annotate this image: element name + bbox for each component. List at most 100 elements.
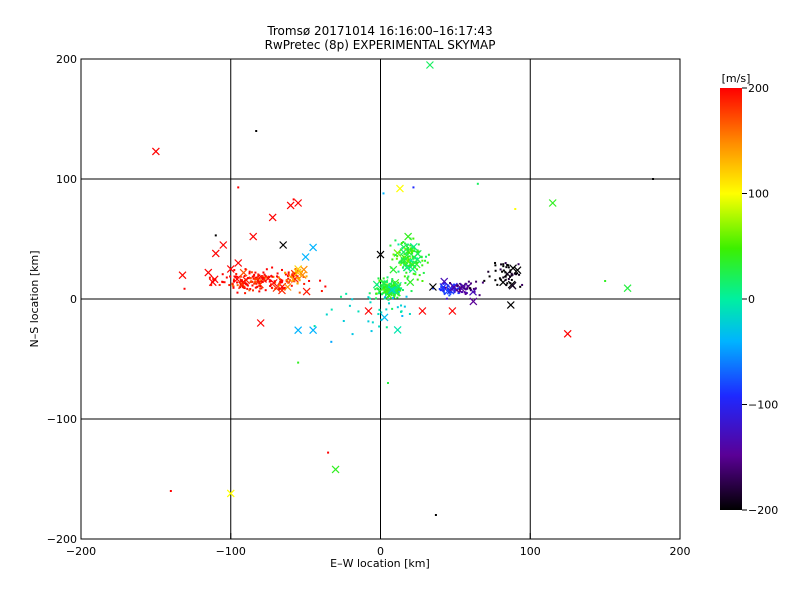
data-point-dot bbox=[255, 282, 258, 285]
data-point-dot bbox=[249, 277, 252, 280]
data-point-dot bbox=[274, 281, 277, 284]
data-point-x bbox=[513, 266, 522, 275]
data-point-dot bbox=[377, 277, 380, 280]
data-point-dot bbox=[412, 272, 415, 275]
data-point-dot bbox=[453, 283, 456, 286]
data-point-dot bbox=[244, 292, 247, 295]
data-point-dot bbox=[233, 278, 236, 281]
data-point-dot bbox=[400, 242, 403, 245]
data-point-dot bbox=[388, 302, 391, 305]
data-point-dot bbox=[368, 292, 371, 295]
data-point-dot bbox=[384, 290, 387, 293]
x-tick-label: 0 bbox=[377, 545, 384, 558]
data-point-dot bbox=[510, 278, 513, 281]
data-point-dot bbox=[504, 262, 507, 265]
data-point-dot bbox=[411, 260, 414, 263]
data-point-dot bbox=[473, 290, 476, 293]
data-point-dot bbox=[292, 198, 295, 201]
data-point-dot bbox=[293, 280, 296, 283]
data-point-dot bbox=[448, 288, 451, 291]
data-point-x bbox=[448, 307, 457, 315]
data-point-x bbox=[459, 282, 468, 291]
data-point-dot bbox=[262, 278, 265, 281]
data-point-x bbox=[388, 286, 396, 294]
data-point-x bbox=[331, 465, 340, 474]
data-point-dot bbox=[449, 282, 452, 285]
data-point-dot bbox=[521, 283, 524, 286]
data-point-dot bbox=[281, 287, 284, 290]
data-point-dot bbox=[407, 251, 410, 254]
data-point-x bbox=[204, 268, 213, 277]
data-point-dot bbox=[292, 278, 295, 281]
data-point-x bbox=[294, 265, 303, 273]
data-point-dot bbox=[378, 279, 381, 282]
data-point-dot bbox=[253, 277, 256, 280]
colorbar-tick-label: 100 bbox=[748, 188, 769, 201]
data-point-dot bbox=[412, 256, 415, 259]
data-point-dot bbox=[505, 266, 508, 269]
data-point-dot bbox=[293, 272, 296, 275]
data-point-dot bbox=[403, 275, 406, 278]
data-point-dot bbox=[259, 283, 262, 286]
data-point-dot bbox=[398, 251, 401, 254]
data-point-dot bbox=[271, 266, 274, 269]
data-point-dot bbox=[391, 280, 394, 283]
data-point-dot bbox=[397, 290, 400, 293]
data-point-dot bbox=[407, 246, 410, 249]
data-point-dot bbox=[514, 272, 517, 275]
data-point-dot bbox=[254, 271, 257, 274]
data-point-dot bbox=[244, 268, 247, 271]
data-point-dot bbox=[406, 253, 409, 256]
data-point-dot bbox=[494, 261, 497, 264]
data-point-dot bbox=[502, 263, 505, 266]
y-tick-label: 0 bbox=[70, 293, 77, 306]
data-point-dot bbox=[407, 275, 410, 278]
data-point-dot bbox=[308, 279, 311, 282]
data-point-dot bbox=[259, 287, 262, 290]
data-point-dot bbox=[183, 287, 186, 290]
data-point-dot bbox=[384, 293, 387, 296]
data-point-dot bbox=[442, 282, 445, 285]
data-point-dot bbox=[287, 277, 290, 280]
data-point-dot bbox=[378, 292, 381, 295]
data-point-dot bbox=[463, 291, 466, 294]
data-point-dot bbox=[391, 258, 394, 261]
colorbar-tick-label: 0 bbox=[748, 293, 755, 306]
data-point-dot bbox=[494, 279, 497, 282]
data-point-dot bbox=[246, 284, 249, 287]
data-point-dot bbox=[248, 289, 251, 292]
data-point-dot bbox=[263, 273, 266, 276]
data-point-dot bbox=[271, 275, 274, 278]
plot-area: −200 −100 0 100 200 −200 −100 0 100 200 bbox=[47, 53, 691, 558]
data-point-dot bbox=[425, 255, 428, 258]
data-point-dot bbox=[396, 306, 399, 309]
data-point-dot bbox=[403, 305, 406, 308]
data-point-dot bbox=[305, 275, 308, 278]
data-point-dot bbox=[411, 264, 414, 267]
data-point-dot bbox=[261, 280, 264, 283]
chart-subtitle: RwPretec (8p) EXPERIMENTAL SKYMAP bbox=[265, 38, 496, 52]
data-point-dot bbox=[378, 325, 381, 328]
data-point-dot bbox=[291, 273, 294, 276]
data-point-dot bbox=[420, 255, 423, 258]
data-point-dot bbox=[398, 261, 401, 264]
y-axis-ticks: −200 −100 0 100 200 bbox=[47, 53, 87, 546]
data-point-dot bbox=[252, 277, 255, 280]
data-point-dot bbox=[504, 279, 507, 282]
data-point-dot bbox=[286, 279, 289, 282]
data-point-dot bbox=[254, 282, 257, 285]
data-point-dot bbox=[408, 255, 411, 258]
data-point-dot bbox=[228, 284, 231, 287]
data-point-dot bbox=[459, 290, 462, 293]
data-point-dot bbox=[368, 297, 371, 300]
data-point-dot bbox=[460, 291, 463, 294]
data-point-dot bbox=[374, 288, 377, 291]
data-point-dot bbox=[259, 279, 262, 282]
data-point-dot bbox=[408, 312, 411, 315]
data-point-dot bbox=[385, 286, 388, 289]
data-point-x bbox=[268, 213, 277, 222]
data-point-dot bbox=[268, 280, 271, 283]
data-point-dot bbox=[376, 284, 379, 287]
data-point-dot bbox=[415, 257, 418, 260]
data-point-dot bbox=[273, 280, 276, 283]
